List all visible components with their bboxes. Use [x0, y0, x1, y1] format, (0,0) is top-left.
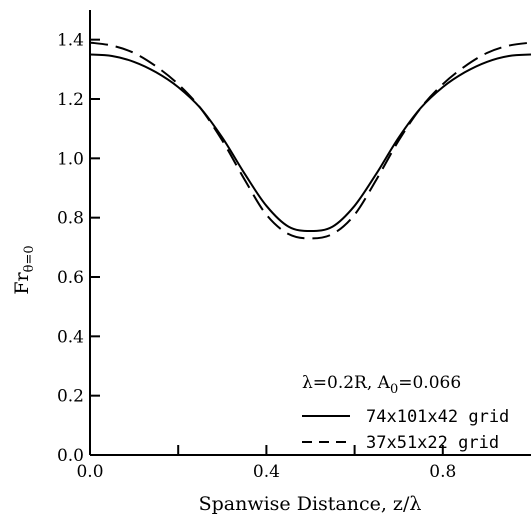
series-line-0	[89, 53, 531, 233]
y-tick-label: 0.2	[57, 387, 84, 407]
y-axis-title-subscript: θ=0	[22, 245, 37, 272]
y-tick-label: 1.2	[57, 90, 84, 110]
series-line-1	[89, 41, 531, 240]
y-tick-label: 1.4	[57, 31, 84, 51]
x-axis-title: Spanwise Distance, z/λ	[199, 493, 422, 515]
x-tick-label: 0.4	[253, 462, 280, 482]
series-lines	[89, 41, 531, 240]
annotation-tail: =0.066	[398, 373, 461, 393]
y-tick-label: 0.0	[57, 446, 84, 466]
y-tick-label: 0.4	[57, 327, 84, 347]
y-tick-label: 0.6	[57, 268, 84, 288]
x-tick-label: 0.8	[429, 462, 456, 482]
axes	[89, 10, 531, 456]
legend: 74x101x42 grid 37x51x22 grid	[302, 407, 509, 453]
y-tick-label: 1.0	[57, 149, 84, 169]
y-axis-title-main: Fr	[11, 271, 33, 294]
y-tick-label: 0.8	[57, 209, 84, 229]
parameter-annotation: λ=0.2R, A0=0.066	[302, 373, 461, 397]
legend-label-0: 74x101x42 grid	[366, 407, 509, 427]
annotation-subscript: 0	[390, 382, 398, 397]
x-tick-label: 0.0	[76, 462, 103, 482]
legend-label-1: 37x51x22 grid	[366, 433, 499, 453]
y-axis-title: Frθ=0	[11, 245, 37, 294]
ticks: 0.0 0.2 0.4 0.6 0.8 1.0 1.2 1.4 0.0 0.4 0.8	[57, 31, 456, 482]
annotation-main: λ=0.2R, A	[302, 373, 391, 393]
